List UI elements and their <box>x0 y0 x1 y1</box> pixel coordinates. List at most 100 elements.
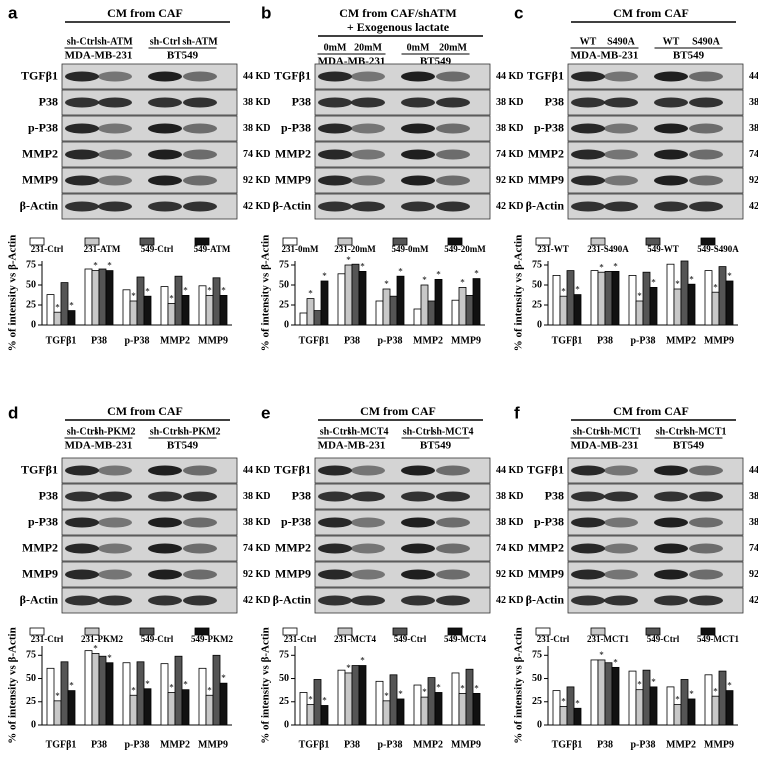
bar <box>451 299 460 326</box>
bar <box>566 270 575 326</box>
bar <box>382 700 391 726</box>
significance-marker: * <box>145 286 150 296</box>
blot-band <box>148 465 182 476</box>
lane-label: sh-MCT4 <box>432 426 473 437</box>
bar <box>212 654 221 726</box>
significance-marker: * <box>422 687 427 697</box>
bar <box>174 655 183 726</box>
blot-band <box>654 123 688 134</box>
band-label: P38 <box>39 488 58 502</box>
y-axis-label: % of intensity vs β-Actin <box>260 235 272 351</box>
blot-band <box>401 543 435 554</box>
blot-band <box>604 595 638 606</box>
band-size: 38 KD <box>749 491 758 502</box>
bar <box>590 659 599 726</box>
blot-band <box>401 595 435 606</box>
significance-marker: * <box>322 696 327 706</box>
bar <box>122 289 131 326</box>
x-tick-label: MMP9 <box>198 739 228 750</box>
bar <box>458 286 467 326</box>
bar <box>98 268 107 326</box>
legend-swatch <box>337 237 353 246</box>
blot-band <box>318 71 352 82</box>
bar <box>143 295 152 326</box>
bar <box>313 310 322 326</box>
y-tick-label: 25 <box>532 696 542 707</box>
blot-band <box>183 97 217 108</box>
band-label: β-Actin <box>526 198 565 212</box>
significance-marker: * <box>207 285 212 295</box>
band-size: 44 KD <box>243 465 271 476</box>
bar <box>396 698 405 726</box>
bar <box>351 263 360 326</box>
lane-label: S490A <box>692 36 721 47</box>
blot-band <box>654 569 688 580</box>
significance-marker: * <box>460 277 465 287</box>
blot-band <box>654 543 688 554</box>
blot-band <box>571 543 605 554</box>
bar <box>420 284 429 326</box>
bar <box>306 298 315 326</box>
significance-marker: * <box>69 301 74 311</box>
band-size: 38 KD <box>243 491 271 502</box>
blot-band <box>604 543 638 554</box>
band-size: 92 KD <box>496 569 524 580</box>
lane-label: sh-Ctrl <box>150 426 181 437</box>
x-tick-label: p-P38 <box>125 335 150 346</box>
bar <box>590 270 599 326</box>
bar <box>299 312 308 326</box>
bar <box>181 294 190 326</box>
bar <box>167 302 176 326</box>
bar <box>673 288 682 326</box>
blot-header: CM from CAF <box>360 404 436 418</box>
blot-band <box>98 465 132 476</box>
significance-marker: * <box>169 683 174 693</box>
y-tick-label: 50 <box>26 673 36 684</box>
band-label: MMP9 <box>275 566 311 580</box>
bar <box>60 282 69 326</box>
blot-band <box>436 543 470 554</box>
y-tick-label: 25 <box>532 299 542 310</box>
band-label: P38 <box>39 94 58 108</box>
legend-label: 549-WT <box>647 244 679 254</box>
band-size: 92 KD <box>243 569 271 580</box>
significance-marker: * <box>613 261 618 271</box>
blot-band <box>65 175 99 186</box>
y-axis-label: % of intensity vs β-Actin <box>513 235 525 351</box>
blot-band <box>604 97 638 108</box>
lane-label: 20mM <box>354 42 382 53</box>
blot-band <box>351 71 385 82</box>
bar <box>358 270 367 326</box>
band-size: 74 KD <box>749 543 758 554</box>
band-label: P38 <box>292 488 311 502</box>
legend-label: 231-MCT1 <box>587 634 629 644</box>
legend-swatch <box>700 237 716 246</box>
y-tick-label: 25 <box>26 696 36 707</box>
band-label: MMP2 <box>275 540 311 554</box>
legend-label: 231-0mM <box>282 244 319 254</box>
x-tick-label: TGFβ1 <box>299 739 330 750</box>
band-label: β-Actin <box>273 592 312 606</box>
legend-label: 549-MCT1 <box>697 634 739 644</box>
bar <box>628 274 637 326</box>
legend-swatch <box>194 237 210 246</box>
bar <box>642 271 651 326</box>
blot-band <box>65 149 99 160</box>
legend-label: 549-Ctrl <box>141 244 174 254</box>
legend-swatch <box>194 627 210 636</box>
blot-band <box>604 175 638 186</box>
legend-label: 231-Ctrl <box>31 244 64 254</box>
blot-band <box>689 569 723 580</box>
band-size: 42 KD <box>496 595 524 606</box>
band-label: TGFβ1 <box>21 462 58 476</box>
x-tick-label: p-P38 <box>631 739 656 750</box>
bar <box>559 295 568 326</box>
bar <box>205 294 214 326</box>
blot-band <box>183 465 217 476</box>
blot-header: CM from CAF <box>613 6 689 20</box>
cell-line-label: MDA-MB-231 <box>65 50 133 62</box>
blot-band <box>436 595 470 606</box>
blot-band <box>401 97 435 108</box>
lane-label: 0mM <box>407 42 430 53</box>
y-tick-label: 75 <box>532 650 542 661</box>
